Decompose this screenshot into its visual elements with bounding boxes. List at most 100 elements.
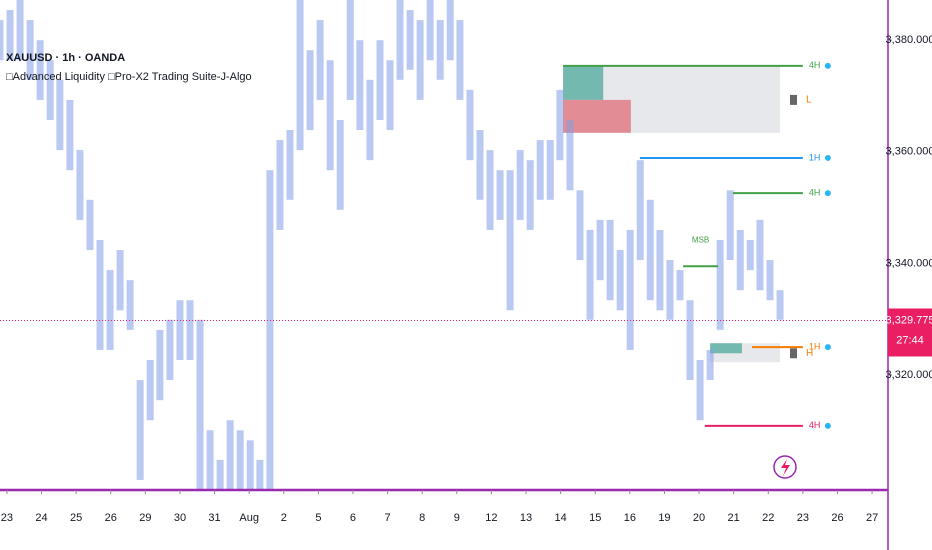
price-bar bbox=[36, 40, 44, 100]
price-bar bbox=[506, 170, 514, 311]
x-tick-label: 19 bbox=[658, 512, 670, 524]
price-bar bbox=[6, 10, 14, 61]
price-bar bbox=[0, 20, 4, 61]
price-bar bbox=[676, 270, 684, 301]
price-bar bbox=[346, 0, 354, 100]
price-bar bbox=[46, 60, 54, 120]
x-tick-label: 14 bbox=[554, 512, 566, 524]
x-tick-label: 21 bbox=[728, 512, 740, 524]
marker-label: H bbox=[806, 348, 813, 359]
level-label: 1H bbox=[809, 152, 821, 162]
x-tick-label: 9 bbox=[454, 512, 460, 524]
price-bar bbox=[286, 130, 294, 200]
chart-title: XAUUSD · 1h · OANDA bbox=[6, 52, 125, 64]
price-bar bbox=[716, 239, 724, 330]
price-bar bbox=[756, 219, 764, 291]
price-bar bbox=[436, 20, 444, 80]
price-bar bbox=[106, 270, 114, 350]
level-icon bbox=[824, 422, 831, 429]
x-tick-label: 25 bbox=[70, 512, 82, 524]
price-bar bbox=[526, 160, 534, 230]
price-bar bbox=[56, 79, 64, 151]
price-bar bbox=[166, 319, 174, 381]
x-tick-label: 16 bbox=[624, 512, 636, 524]
price-bar bbox=[406, 10, 414, 70]
x-tick-label: 15 bbox=[589, 512, 601, 524]
price-bar bbox=[146, 359, 154, 421]
level-icon bbox=[824, 62, 831, 69]
price-bar bbox=[256, 459, 264, 490]
price-bar bbox=[496, 170, 504, 220]
price-bar bbox=[556, 89, 564, 161]
x-tick-label: 30 bbox=[174, 512, 186, 524]
x-tick-label: 13 bbox=[520, 512, 532, 524]
liquidity-zone bbox=[563, 65, 604, 100]
x-tick-label: 20 bbox=[693, 512, 705, 524]
price-bar bbox=[726, 190, 734, 261]
price-bar bbox=[416, 20, 424, 100]
price-bar bbox=[376, 40, 384, 120]
price-bar bbox=[446, 0, 454, 61]
plot-area: 4H 1H 4H MSB 1H 4H bbox=[0, 0, 831, 490]
alert-icon[interactable] bbox=[773, 455, 797, 479]
level-label: 4H bbox=[809, 187, 821, 197]
price-bar bbox=[96, 239, 104, 350]
x-tick-label: 7 bbox=[385, 512, 391, 524]
x-tick-label: 29 bbox=[139, 512, 151, 524]
level-tag: MSB bbox=[692, 235, 709, 244]
last-price-label: 3,329.775 bbox=[886, 314, 932, 326]
price-bar bbox=[646, 199, 654, 301]
level-label: 4H bbox=[809, 420, 821, 430]
price-bar bbox=[246, 440, 254, 490]
last-price-tag bbox=[888, 308, 932, 357]
price-bar bbox=[776, 290, 784, 320]
price-bar bbox=[546, 140, 554, 200]
price-bar bbox=[766, 260, 774, 301]
price-bar bbox=[356, 40, 364, 131]
x-tick-label: 23 bbox=[797, 512, 809, 524]
marker-icon bbox=[790, 348, 797, 359]
price-bar bbox=[116, 250, 124, 311]
price-bar bbox=[516, 150, 524, 220]
price-bar bbox=[136, 380, 144, 480]
price-bar bbox=[326, 60, 334, 171]
price-bar bbox=[126, 280, 134, 330]
price-bar bbox=[76, 150, 84, 220]
price-bar bbox=[656, 229, 664, 311]
price-bar bbox=[666, 260, 674, 320]
price-bar bbox=[16, 0, 24, 61]
price-bar bbox=[296, 0, 304, 151]
y-tick-label: 3,380.000 bbox=[886, 34, 932, 46]
price-bar bbox=[476, 130, 484, 200]
price-bar bbox=[566, 119, 574, 191]
x-tick-label: 26 bbox=[831, 512, 843, 524]
price-bar bbox=[686, 300, 694, 381]
price-bar bbox=[336, 119, 344, 210]
liquidity-zone bbox=[563, 99, 631, 133]
price-bar bbox=[196, 319, 204, 490]
price-bar bbox=[206, 430, 214, 490]
price-bar bbox=[486, 150, 494, 230]
price-bar bbox=[186, 300, 194, 360]
price-bar bbox=[276, 140, 284, 230]
price-bar bbox=[456, 20, 464, 100]
price-bar bbox=[616, 250, 624, 311]
price-bar bbox=[536, 140, 544, 200]
price-bar bbox=[66, 99, 74, 171]
price-bar bbox=[576, 190, 584, 261]
y-tick-label: 3,320.000 bbox=[886, 369, 932, 381]
price-bar bbox=[426, 0, 434, 61]
x-tick-label: 2 bbox=[281, 512, 287, 524]
level-icon bbox=[824, 344, 831, 351]
level-icon bbox=[824, 190, 831, 197]
y-tick-label: 3,360.000 bbox=[886, 146, 932, 158]
price-bar bbox=[316, 20, 324, 100]
price-bar bbox=[216, 459, 224, 490]
price-bar bbox=[226, 420, 234, 490]
price-bar bbox=[26, 20, 34, 80]
price-bar bbox=[746, 239, 754, 271]
price-bar bbox=[396, 0, 404, 80]
alert-bolt bbox=[781, 459, 790, 476]
price-bar bbox=[266, 170, 274, 490]
